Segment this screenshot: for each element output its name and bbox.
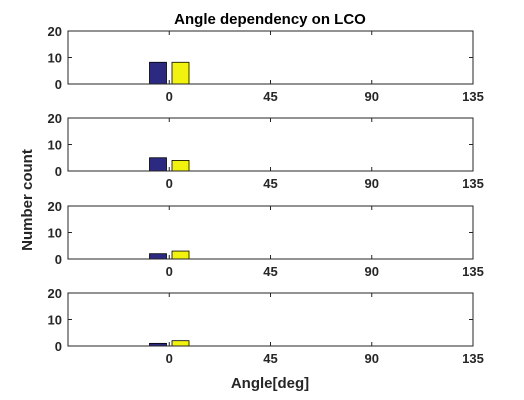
- subplot-2: 0 10 20 0 45 90 135: [48, 111, 484, 191]
- y-tick-label: 20: [48, 199, 62, 214]
- bar: [149, 157, 167, 172]
- axes-box: [67, 292, 474, 347]
- axes-box: [67, 30, 474, 85]
- x-tick-label: 135: [462, 89, 484, 104]
- bar: [171, 159, 190, 172]
- subplot-4: 0 10 20 0 45 90 135: [48, 286, 484, 366]
- y-axis-label: Number count: [19, 149, 36, 251]
- axes-box: [67, 117, 474, 172]
- y-tick-label: 10: [48, 313, 62, 328]
- x-tick-label: 90: [365, 176, 379, 191]
- bar: [149, 61, 167, 85]
- x-tick-label: 90: [365, 351, 379, 366]
- y-tick-label: 0: [55, 252, 62, 267]
- x-tick-label: 90: [365, 264, 379, 279]
- y-tick-label: 0: [55, 77, 62, 92]
- x-tick-label: 45: [263, 89, 277, 104]
- subplot-1: 0 10 20 0 45 90 135: [48, 24, 484, 104]
- chart-title: Angle dependency on LCO: [174, 11, 366, 28]
- x-tick-label: 45: [263, 264, 277, 279]
- bar: [171, 340, 190, 347]
- bar: [149, 253, 167, 260]
- y-tick-label: 20: [48, 111, 62, 126]
- y-tick-label: 10: [48, 226, 62, 241]
- axes-box: [67, 205, 474, 260]
- y-tick-label: 10: [48, 138, 62, 153]
- x-tick-label: 135: [462, 176, 484, 191]
- y-tick-label: 0: [55, 339, 62, 354]
- x-tick-label: 45: [263, 351, 277, 366]
- x-tick-label: 0: [166, 351, 173, 366]
- x-tick-label: 135: [462, 264, 484, 279]
- x-tick-label: 135: [462, 351, 484, 366]
- bar: [171, 61, 190, 85]
- y-tick-label: 0: [55, 164, 62, 179]
- x-tick-label: 0: [166, 89, 173, 104]
- x-tick-label: 0: [166, 264, 173, 279]
- bar: [171, 250, 190, 260]
- x-tick-label: 90: [365, 89, 379, 104]
- subplot-3: 0 10 20 0 45 90 135: [48, 199, 484, 279]
- x-tick-label: 0: [166, 176, 173, 191]
- x-tick-label: 45: [263, 176, 277, 191]
- y-tick-label: 20: [48, 24, 62, 39]
- y-tick-label: 20: [48, 286, 62, 301]
- y-tick-label: 10: [48, 51, 62, 66]
- x-axis-label: Angle[deg]: [231, 375, 309, 392]
